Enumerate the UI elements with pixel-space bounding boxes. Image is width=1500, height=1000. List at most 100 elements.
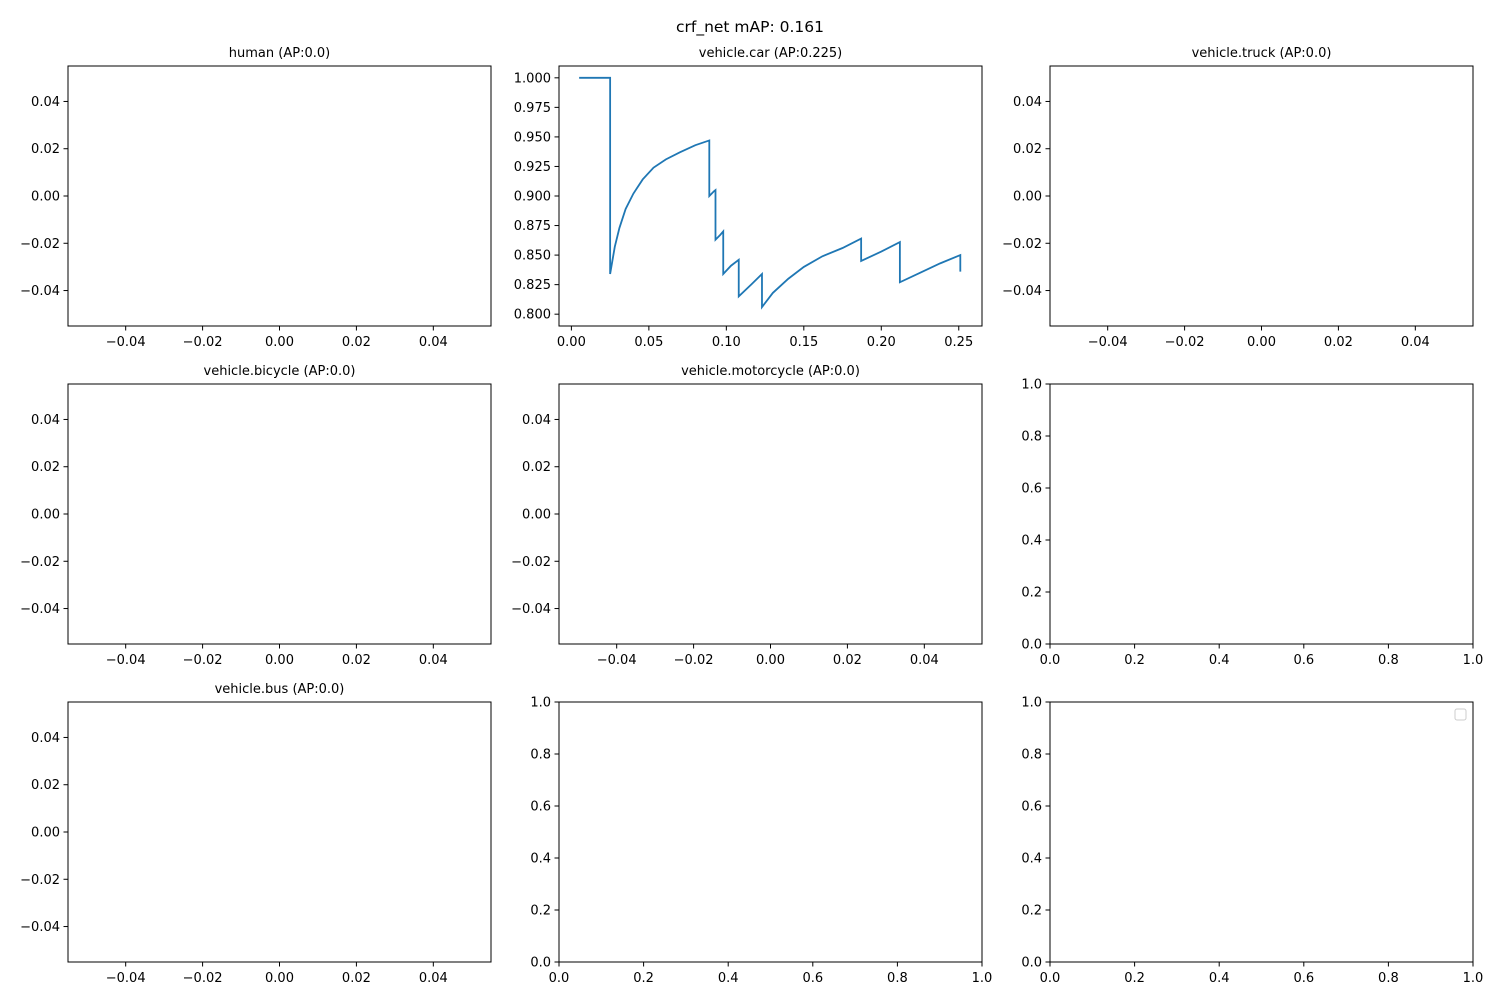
- y-tick-label: 0.4: [1021, 852, 1042, 867]
- x-tick-label: 0.2: [633, 971, 654, 986]
- x-tick-label: 0.8: [1378, 971, 1399, 986]
- y-tick-label: 0.8: [530, 748, 551, 763]
- x-tick-label: 0.00: [265, 335, 294, 350]
- x-tick-label: −0.02: [183, 653, 223, 668]
- y-tick-label: −0.02: [20, 237, 60, 252]
- y-tick-label: 1.0: [530, 696, 551, 711]
- axes-frame: [558, 701, 983, 963]
- y-tick-label: 0.4: [530, 852, 551, 867]
- y-tick-label: 0.04: [31, 731, 60, 746]
- x-tick-label: 0.02: [342, 653, 371, 668]
- x-tick-label: −0.04: [597, 653, 637, 668]
- subplot-1: human (AP:0.0) −0.04 −0.02 0.00 0.02 0.04 0.04…: [20, 46, 492, 350]
- x-tick-label: 0.15: [789, 335, 818, 350]
- x-tick-label: −0.02: [1165, 335, 1205, 350]
- subplot-4: vehicle.bicycle (AP:0.0) −0.04 −0.02 0.00 0.…: [20, 364, 492, 668]
- subplot-2: vehicle.car (AP:0.225) 0.00 0.05 0.10 0.15 0.…: [514, 46, 983, 350]
- y-tick-label: 0.850: [514, 249, 551, 264]
- y-tick-label: −0.04: [20, 284, 60, 299]
- y-tick-label: 0.0: [530, 956, 551, 971]
- x-tick-label: −0.02: [183, 335, 223, 350]
- x-tick-label: 0.25: [944, 335, 973, 350]
- x-tick-label: 0.6: [802, 971, 823, 986]
- x-tick-label: 0.04: [910, 653, 939, 668]
- y-tick-label: −0.02: [1002, 237, 1042, 252]
- y-tick-label: 0.2: [1021, 586, 1042, 601]
- x-tick-label: 0.10: [712, 335, 741, 350]
- series-line: [579, 76, 962, 310]
- x-tick-label: 0.02: [342, 971, 371, 986]
- y-tick-label: 0.925: [514, 160, 551, 175]
- subplot-5: vehicle.motorcycle (AP:0.0) −0.04 −0.02 0.0…: [511, 364, 983, 668]
- x-tick-label: 0.0: [549, 971, 570, 986]
- subplot-8: 0.0 0.2 0.4 0.6 0.8 1.0 1.0 0.8 0.6 0.4 0.2 0.0: [530, 696, 992, 987]
- figure-suptitle: crf_net mAP: 0.161: [676, 18, 824, 37]
- y-tick-label: 0.04: [522, 413, 551, 428]
- x-tick-label: 0.8: [887, 971, 908, 986]
- x-tick-label: 1.0: [972, 971, 993, 986]
- axes-frame: [1049, 383, 1474, 645]
- x-tick-label: 0.02: [342, 335, 371, 350]
- x-tick-label: 0.2: [1124, 971, 1145, 986]
- y-tick-label: 0.02: [1013, 142, 1042, 157]
- subplot-grid: human (AP:0.0) −0.04 −0.02 0.00 0.02 0.04 0.04…: [20, 46, 1483, 986]
- y-tick-label: 0.2: [1021, 904, 1042, 919]
- x-tick-label: 1.0: [1463, 971, 1484, 986]
- subplot-7: vehicle.bus (AP:0.0) −0.04 −0.02 0.00 0.02 0.…: [20, 682, 492, 986]
- y-tick-label: 0.800: [514, 308, 551, 323]
- y-tick-label: 0.825: [514, 278, 551, 293]
- x-tick-label: 0.00: [1247, 335, 1276, 350]
- x-tick-label: −0.04: [106, 335, 146, 350]
- y-tick-label: 0.02: [31, 778, 60, 793]
- subplot-title: vehicle.car (AP:0.225): [699, 46, 843, 61]
- x-tick-label: 0.4: [1209, 971, 1230, 986]
- x-tick-label: −0.02: [183, 971, 223, 986]
- y-tick-label: 0.02: [522, 460, 551, 475]
- subplot-9: 0.0 0.2 0.4 0.6 0.8 1.0 1.0 0.8 0.6 0.4 0.2 0.0: [1021, 696, 1483, 987]
- x-tick-label: −0.04: [1088, 335, 1128, 350]
- y-tick-label: 0.4: [1021, 534, 1042, 549]
- y-tick-label: 0.950: [514, 130, 551, 145]
- axes-frame: [1049, 65, 1474, 327]
- y-tick-label: −0.02: [511, 555, 551, 570]
- y-tick-label: 0.6: [1021, 800, 1042, 815]
- subplot-3: vehicle.truck (AP:0.0) −0.04 −0.02 0.00 0.02…: [1002, 46, 1474, 350]
- axes-frame: [1049, 701, 1474, 963]
- y-tick-label: −0.04: [20, 920, 60, 935]
- y-tick-label: 0.00: [31, 190, 60, 205]
- y-tick-label: 0.8: [1021, 748, 1042, 763]
- axes-frame: [67, 383, 492, 645]
- x-tick-label: −0.04: [106, 971, 146, 986]
- x-tick-label: 0.04: [419, 653, 448, 668]
- y-tick-label: 0.2: [530, 904, 551, 919]
- x-tick-label: −0.04: [106, 653, 146, 668]
- x-tick-label: 0.4: [1209, 653, 1230, 668]
- x-tick-label: 0.6: [1293, 971, 1314, 986]
- subplot-title: vehicle.bicycle (AP:0.0): [204, 364, 356, 379]
- y-tick-label: −0.04: [20, 602, 60, 617]
- y-tick-label: 0.04: [1013, 95, 1042, 110]
- y-tick-label: 1.000: [514, 71, 551, 86]
- y-tick-label: 1.0: [1021, 696, 1042, 711]
- subplot-title: vehicle.truck (AP:0.0): [1192, 46, 1332, 61]
- x-tick-label: −0.02: [674, 653, 714, 668]
- y-tick-label: −0.04: [511, 602, 551, 617]
- x-tick-label: 1.0: [1463, 653, 1484, 668]
- y-tick-label: 0.6: [1021, 482, 1042, 497]
- subplot-6: 0.0 0.2 0.4 0.6 0.8 1.0 1.0 0.8 0.6 0.4 0.2 0.0: [1021, 378, 1483, 669]
- y-tick-label: −0.04: [1002, 284, 1042, 299]
- x-tick-label: 0.02: [1324, 335, 1353, 350]
- y-tick-label: 0.0: [1021, 638, 1042, 653]
- subplot-title: vehicle.motorcycle (AP:0.0): [681, 364, 860, 379]
- y-tick-label: −0.02: [20, 873, 60, 888]
- y-tick-label: 0.6: [530, 800, 551, 815]
- x-tick-label: 0.0: [1040, 653, 1061, 668]
- y-tick-label: 0.0: [1021, 956, 1042, 971]
- y-tick-label: 0.02: [31, 142, 60, 157]
- subplot-title: vehicle.bus (AP:0.0): [215, 682, 345, 697]
- y-tick-label: −0.02: [20, 555, 60, 570]
- x-tick-label: 0.04: [1401, 335, 1430, 350]
- y-tick-label: 0.04: [31, 413, 60, 428]
